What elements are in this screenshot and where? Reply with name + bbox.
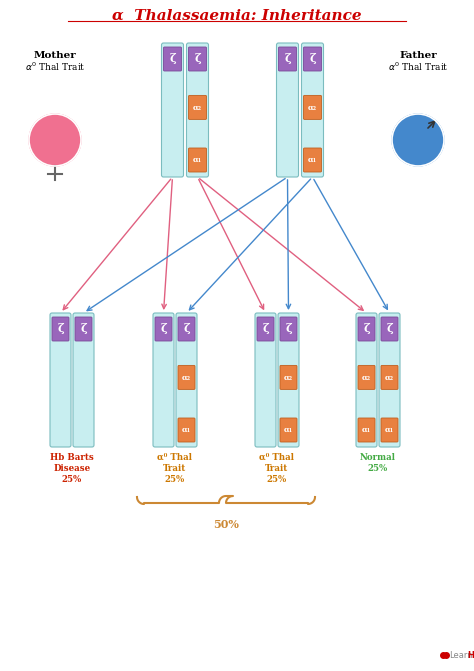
Text: ζ: ζ bbox=[194, 54, 201, 64]
FancyBboxPatch shape bbox=[186, 43, 209, 177]
Text: α₁: α₁ bbox=[385, 426, 394, 434]
FancyBboxPatch shape bbox=[278, 313, 299, 447]
FancyBboxPatch shape bbox=[381, 418, 398, 442]
Text: α₁: α₁ bbox=[182, 426, 191, 434]
Text: α₁: α₁ bbox=[308, 156, 317, 164]
FancyBboxPatch shape bbox=[178, 418, 195, 442]
Text: ζ: ζ bbox=[386, 323, 393, 335]
Text: α  Thalassaemia: Inheritance: α Thalassaemia: Inheritance bbox=[112, 9, 362, 23]
FancyBboxPatch shape bbox=[162, 43, 183, 177]
Text: ζ: ζ bbox=[285, 323, 292, 335]
Text: ζ: ζ bbox=[183, 323, 190, 335]
Text: 50%: 50% bbox=[213, 519, 239, 530]
FancyBboxPatch shape bbox=[153, 313, 174, 447]
FancyBboxPatch shape bbox=[280, 317, 297, 341]
Text: Haem: Haem bbox=[467, 650, 474, 660]
FancyBboxPatch shape bbox=[358, 366, 375, 389]
FancyBboxPatch shape bbox=[255, 313, 276, 447]
Text: Father: Father bbox=[399, 50, 437, 60]
FancyBboxPatch shape bbox=[280, 366, 297, 389]
Text: α₁: α₁ bbox=[362, 426, 371, 434]
Text: α₂: α₂ bbox=[193, 103, 202, 111]
Text: Learn: Learn bbox=[449, 650, 473, 660]
Text: ζ: ζ bbox=[262, 323, 269, 335]
FancyBboxPatch shape bbox=[178, 317, 195, 341]
Text: $\alpha^0$ Thal Trait: $\alpha^0$ Thal Trait bbox=[25, 61, 85, 73]
FancyBboxPatch shape bbox=[280, 418, 297, 442]
FancyBboxPatch shape bbox=[73, 313, 94, 447]
FancyBboxPatch shape bbox=[303, 148, 321, 172]
FancyBboxPatch shape bbox=[303, 95, 321, 119]
Text: ζ: ζ bbox=[57, 323, 64, 335]
FancyBboxPatch shape bbox=[358, 418, 375, 442]
Circle shape bbox=[392, 114, 444, 166]
FancyBboxPatch shape bbox=[75, 317, 92, 341]
Text: ζ: ζ bbox=[160, 323, 167, 335]
Text: ζ: ζ bbox=[309, 54, 316, 64]
Text: α₁: α₁ bbox=[284, 426, 293, 434]
FancyBboxPatch shape bbox=[189, 47, 207, 71]
FancyBboxPatch shape bbox=[178, 366, 195, 389]
Text: α₂: α₂ bbox=[182, 373, 191, 381]
FancyBboxPatch shape bbox=[189, 95, 207, 119]
Text: α⁰ Thal
Trait
25%: α⁰ Thal Trait 25% bbox=[259, 453, 294, 484]
Text: α₂: α₂ bbox=[362, 373, 371, 381]
FancyBboxPatch shape bbox=[303, 47, 321, 71]
Text: ζ: ζ bbox=[284, 54, 291, 64]
FancyBboxPatch shape bbox=[164, 47, 182, 71]
Text: $\alpha^0$ Thal Trait: $\alpha^0$ Thal Trait bbox=[388, 61, 448, 73]
FancyBboxPatch shape bbox=[52, 317, 69, 341]
Text: α₁: α₁ bbox=[193, 156, 202, 164]
Text: α⁰ Thal
Trait
25%: α⁰ Thal Trait 25% bbox=[157, 453, 192, 484]
Text: α₂: α₂ bbox=[308, 103, 317, 111]
Text: ζ: ζ bbox=[169, 54, 176, 64]
FancyBboxPatch shape bbox=[279, 47, 297, 71]
Text: α₂: α₂ bbox=[284, 373, 293, 381]
FancyBboxPatch shape bbox=[189, 148, 207, 172]
Text: ζ: ζ bbox=[80, 323, 87, 335]
Circle shape bbox=[29, 114, 81, 166]
FancyBboxPatch shape bbox=[358, 317, 375, 341]
FancyBboxPatch shape bbox=[276, 43, 299, 177]
FancyBboxPatch shape bbox=[176, 313, 197, 447]
FancyBboxPatch shape bbox=[381, 366, 398, 389]
FancyBboxPatch shape bbox=[381, 317, 398, 341]
FancyBboxPatch shape bbox=[155, 317, 172, 341]
FancyBboxPatch shape bbox=[356, 313, 377, 447]
Text: Mother: Mother bbox=[34, 50, 76, 60]
FancyBboxPatch shape bbox=[301, 43, 323, 177]
FancyBboxPatch shape bbox=[257, 317, 274, 341]
FancyBboxPatch shape bbox=[379, 313, 400, 447]
Text: Normal
25%: Normal 25% bbox=[360, 453, 396, 473]
Text: α₂: α₂ bbox=[385, 373, 394, 381]
FancyBboxPatch shape bbox=[50, 313, 71, 447]
Text: ζ: ζ bbox=[363, 323, 370, 335]
Text: Hb Barts
Disease
25%: Hb Barts Disease 25% bbox=[50, 453, 94, 484]
